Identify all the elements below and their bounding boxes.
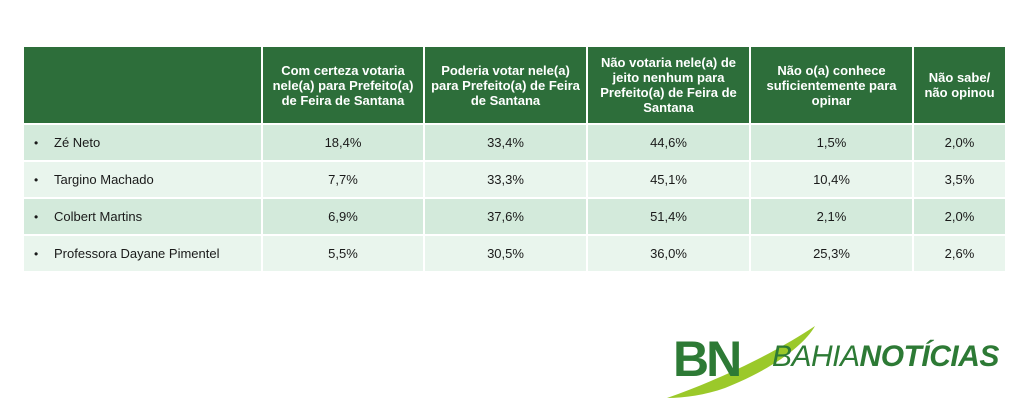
header-certainly-vote: Com certeza votaria nele(a) para Prefeit…: [263, 47, 423, 123]
table-cell: 44,6%: [588, 125, 749, 160]
table-cell: 33,3%: [425, 162, 586, 197]
table-cell: 7,7%: [263, 162, 423, 197]
candidate-name-cell: • Colbert Martins: [24, 199, 261, 234]
candidate-name-cell: • Professora Dayane Pimentel: [24, 236, 261, 271]
header-could-vote: Poderia votar nele(a) para Prefeito(a) d…: [425, 47, 586, 123]
table-cell: 25,3%: [751, 236, 912, 271]
table-cell: 33,4%: [425, 125, 586, 160]
bahia-noticias-wordmark: BAHIANOTÍCIAS: [772, 340, 999, 373]
table-cell: 5,5%: [263, 236, 423, 271]
candidate-name: Colbert Martins: [54, 209, 143, 224]
header-empty: [24, 47, 261, 123]
table-cell: 10,4%: [751, 162, 912, 197]
table-cell: 36,0%: [588, 236, 749, 271]
table-cell: 51,4%: [588, 199, 749, 234]
candidate-name: Targino Machado: [54, 172, 154, 187]
bahia-noticias-logo-mark: BN: [667, 326, 815, 398]
candidate-name-cell: • Targino Machado: [24, 162, 261, 197]
header-not-known: Não o(a) conhece suficientemente para op…: [751, 47, 912, 123]
candidate-name-cell: • Zé Neto: [24, 125, 261, 160]
table-cell: 37,6%: [425, 199, 586, 234]
header-would-not-vote: Não votaria nele(a) de jeito nenhum para…: [588, 47, 749, 123]
candidate-name: Zé Neto: [54, 135, 101, 150]
candidate-name: Professora Dayane Pimentel: [54, 246, 220, 261]
table-cell: 2,6%: [914, 236, 1005, 271]
table-cell: 30,5%: [425, 236, 586, 271]
table-cell: 2,1%: [751, 199, 912, 234]
table-cell: 18,4%: [263, 125, 423, 160]
bn-mark: BN: [673, 331, 739, 387]
header-no-opinion: Não sabe/ não opinou: [914, 47, 1005, 123]
table-cell: 1,5%: [751, 125, 912, 160]
table-cell: 2,0%: [914, 125, 1005, 160]
table-cell: 2,0%: [914, 199, 1005, 234]
table-cell: 6,9%: [263, 199, 423, 234]
table-cell: 45,1%: [588, 162, 749, 197]
table-cell: 3,5%: [914, 162, 1005, 197]
poll-table: Com certeza votaria nele(a) para Prefeit…: [24, 47, 1005, 271]
